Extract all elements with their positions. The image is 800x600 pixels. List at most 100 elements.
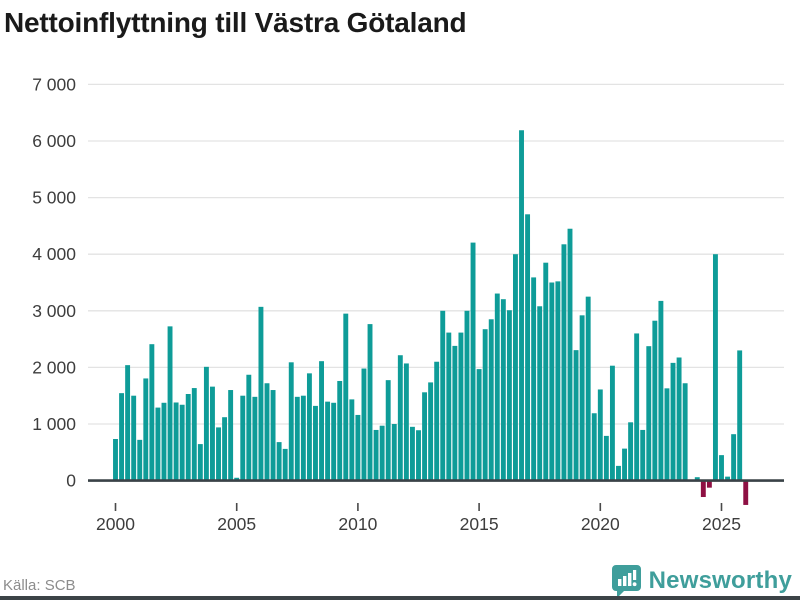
bar [379, 425, 385, 481]
bar [452, 345, 458, 481]
bar [337, 380, 343, 481]
bar [567, 228, 573, 481]
bar [476, 369, 482, 481]
bar [500, 299, 506, 481]
bar [561, 244, 567, 481]
bar [731, 434, 737, 481]
x-axis-tick-label: 2000 [96, 514, 135, 534]
newsworthy-logo: Newsworthy [611, 564, 792, 598]
bar [349, 399, 355, 481]
bar [167, 326, 173, 481]
bar [634, 333, 640, 481]
chart-title: Nettoinflyttning till Västra Götaland [4, 7, 467, 38]
bar [549, 282, 555, 481]
bar [622, 448, 627, 481]
bar [385, 380, 391, 481]
bar [197, 444, 203, 481]
bar [306, 373, 312, 481]
bar [706, 480, 712, 488]
bar-chart-bubble-icon [611, 565, 641, 598]
bar [252, 396, 258, 481]
bar [725, 476, 731, 481]
bar [488, 319, 494, 481]
bar [555, 281, 561, 481]
bar [131, 395, 137, 481]
bar [113, 439, 118, 481]
bar [270, 390, 276, 481]
bar [216, 427, 221, 481]
bar [300, 395, 306, 481]
bar [185, 394, 191, 481]
bar [403, 363, 409, 481]
bar [616, 465, 621, 481]
bar [416, 430, 421, 481]
bar [537, 306, 543, 481]
bar [355, 414, 361, 481]
bar [228, 390, 234, 481]
bar [210, 386, 215, 481]
bar [585, 296, 591, 481]
bar [591, 413, 597, 481]
bar [428, 382, 434, 481]
bottom-accent-strip [0, 596, 800, 600]
bar [573, 350, 579, 481]
bar [179, 404, 185, 481]
bar [143, 378, 149, 481]
bar [494, 293, 500, 481]
x-axis-tick-label: 2010 [338, 514, 377, 534]
bar [603, 435, 609, 481]
bar [446, 332, 452, 481]
x-axis-tick-label: 2015 [460, 514, 499, 534]
bar [525, 214, 531, 481]
bar [670, 362, 676, 481]
bar [646, 346, 652, 481]
bar [664, 388, 670, 481]
bar [282, 448, 288, 481]
bar [397, 355, 403, 481]
bar [422, 392, 428, 481]
bar [597, 389, 603, 481]
bar [506, 310, 512, 481]
y-axis-tick-label: 7 000 [32, 74, 76, 94]
bar [246, 374, 252, 481]
bar [276, 442, 282, 481]
bar [373, 429, 379, 481]
bar [361, 368, 367, 481]
bar [325, 401, 331, 481]
bar [222, 417, 228, 481]
x-axis-tick-label: 2020 [581, 514, 620, 534]
bar [391, 424, 397, 481]
bar [682, 383, 688, 481]
bar [658, 300, 664, 481]
bar [482, 329, 488, 481]
bar [609, 365, 615, 481]
bar [464, 310, 470, 481]
bar [149, 344, 155, 481]
bar [343, 313, 349, 481]
bar [191, 388, 197, 481]
y-axis-tick-label: 4 000 [32, 244, 76, 264]
x-axis-tick-label: 2025 [702, 514, 741, 534]
bar [234, 477, 240, 481]
bar [367, 324, 373, 481]
y-axis-tick-label: 3 000 [32, 301, 76, 321]
x-axis-tick-label: 2005 [217, 514, 256, 534]
bar [712, 254, 718, 481]
bar [161, 402, 167, 481]
y-axis-tick-label: 0 [66, 471, 76, 491]
bar [719, 455, 724, 481]
bar [743, 480, 749, 505]
bar [519, 130, 524, 481]
bar [531, 277, 537, 481]
bar [331, 402, 337, 481]
bar [434, 361, 440, 481]
bar [288, 362, 294, 481]
bar [258, 306, 264, 481]
source-label: Källa: SCB [3, 577, 76, 594]
bar [173, 402, 179, 481]
y-axis-tick-label: 2 000 [32, 357, 76, 377]
bar [628, 422, 634, 481]
bar [737, 350, 743, 481]
bar [700, 480, 706, 498]
